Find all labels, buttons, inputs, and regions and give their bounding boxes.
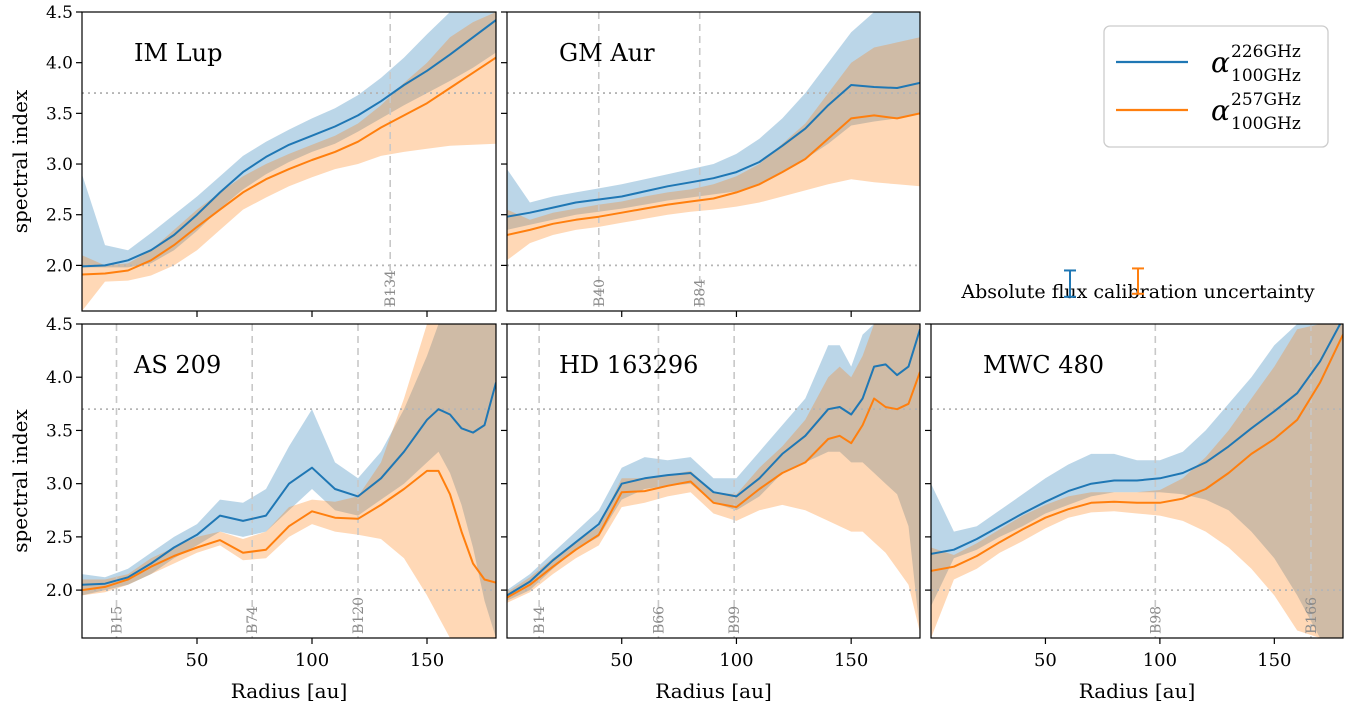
panel-bottom-right: B98 B166 50 100 150 MWC 480 Radius [au]	[925, 323, 1344, 703]
legend-symbol: α	[1211, 94, 1230, 127]
panel-bottom-middle: B14 B66 B99 50 100 150 HD 163296 Radius [au]	[501, 323, 921, 703]
panel-title: AS 209	[133, 351, 221, 379]
ring-marker-label: B14	[532, 606, 548, 634]
plot-area	[507, 324, 920, 638]
ring-marker-label: B98	[1148, 606, 1164, 634]
ring-marker-label: B40	[592, 279, 608, 307]
x-tick-label: 100	[719, 650, 753, 671]
ring-marker-label: B166	[1304, 597, 1320, 634]
x-tick-label: 150	[1257, 650, 1291, 671]
ring-marker-label: B134	[383, 270, 399, 307]
legend-subscript: 100GHz	[1231, 66, 1301, 86]
series-line-blue	[931, 324, 1342, 555]
panel-title: GM Aur	[559, 39, 655, 67]
x-tick-label: 100	[1143, 650, 1177, 671]
calibration-uncertainty: Absolute flux calibration uncertainty	[960, 267, 1315, 303]
uncertainty-band-orange	[507, 37, 920, 261]
x-tick-label: 50	[610, 650, 633, 671]
legend-frame	[1103, 25, 1329, 148]
series-line-blue	[82, 19, 496, 268]
ring-marker-label: B84	[693, 279, 709, 307]
y-tick-label: 3.0	[46, 475, 73, 495]
panel-title: MWC 480	[983, 351, 1104, 379]
y-tick-label: 2.5	[46, 528, 73, 548]
series-line-blue	[507, 329, 920, 597]
y-tick-label: 3.5	[46, 421, 73, 441]
ring-marker-label: B66	[651, 606, 667, 634]
x-tick-label: 100	[295, 650, 329, 671]
uncertainty-band-blue	[82, 324, 496, 638]
axes-frame	[930, 323, 1344, 639]
legend-subscript: 100GHz	[1231, 114, 1301, 134]
x-axis-label: Radius [au]	[231, 679, 348, 703]
series-line-blue	[507, 81, 920, 218]
y-tick-label: 2.0	[46, 581, 73, 601]
uncertainty-band-orange	[507, 324, 920, 633]
series-line-orange	[82, 56, 496, 276]
panel-bottom-left: B15 B74 B120 2.0 2.5 3.0 3.5 4.0 4.5 50 100 150 AS 2…	[8, 315, 497, 703]
uncertainty-band-blue	[507, 324, 920, 633]
y-tick-label: 3.5	[46, 104, 73, 124]
legend-superscript: 226GHz	[1231, 42, 1301, 62]
y-tick-label: 4.5	[46, 3, 73, 23]
y-tick-label: 2.5	[46, 206, 73, 226]
axes-frame	[81, 11, 497, 312]
x-tick-label: 150	[834, 650, 868, 671]
x-tick-label: 50	[186, 650, 209, 671]
ring-marker-label: B99	[727, 606, 743, 634]
panel-top-left: B134 2.0 2.5 3.0 3.5 4.0 4.5 IM Lup spectral ind…	[8, 3, 497, 317]
x-tick-label: 50	[1034, 650, 1057, 671]
y-tick-label: 2.0	[46, 256, 73, 276]
y-tick-label: 4.5	[46, 315, 73, 335]
panel-title: HD 163296	[559, 351, 698, 379]
calibration-error-bar	[1064, 269, 1076, 298]
axes-frame	[506, 323, 921, 639]
uncertainty-band-blue	[82, 12, 496, 268]
y-axis-label: spectral index	[8, 408, 32, 552]
y-tick-label: 4.0	[46, 54, 73, 74]
legend-symbol: α	[1211, 46, 1230, 79]
y-tick-label: 4.0	[46, 368, 73, 388]
series-line-blue	[82, 382, 496, 586]
y-tick-label: 3.0	[46, 155, 73, 175]
axes-frame	[506, 11, 921, 312]
x-axis-label: Radius [au]	[1079, 679, 1196, 703]
panel-top-middle: B40 B84 GM Aur	[501, 11, 921, 317]
axes-frame	[81, 323, 497, 639]
panel-title: IM Lup	[134, 39, 222, 67]
plot-area	[931, 324, 1343, 638]
ring-marker-label: B74	[245, 606, 261, 634]
series-line-orange	[82, 469, 496, 592]
plot-area	[507, 12, 920, 311]
plot-area	[82, 324, 496, 638]
x-tick-label: 150	[410, 650, 444, 671]
calibration-error-bar	[1132, 267, 1144, 295]
series-line-orange	[507, 371, 920, 599]
plot-area	[82, 12, 496, 311]
uncertainty-band-orange	[931, 324, 1343, 638]
ring-marker-label: B15	[110, 606, 126, 634]
panels: B134 2.0 2.5 3.0 3.5 4.0 4.5 IM Lup spectral ind…	[8, 3, 1344, 703]
ring-marker-label: B120	[351, 597, 367, 634]
series-line-orange	[931, 334, 1343, 572]
legend-superscript: 257GHz	[1231, 90, 1301, 110]
y-axis-label: spectral index	[8, 89, 32, 233]
x-axis-label: Radius [au]	[655, 679, 772, 703]
series-line-orange	[507, 112, 920, 236]
